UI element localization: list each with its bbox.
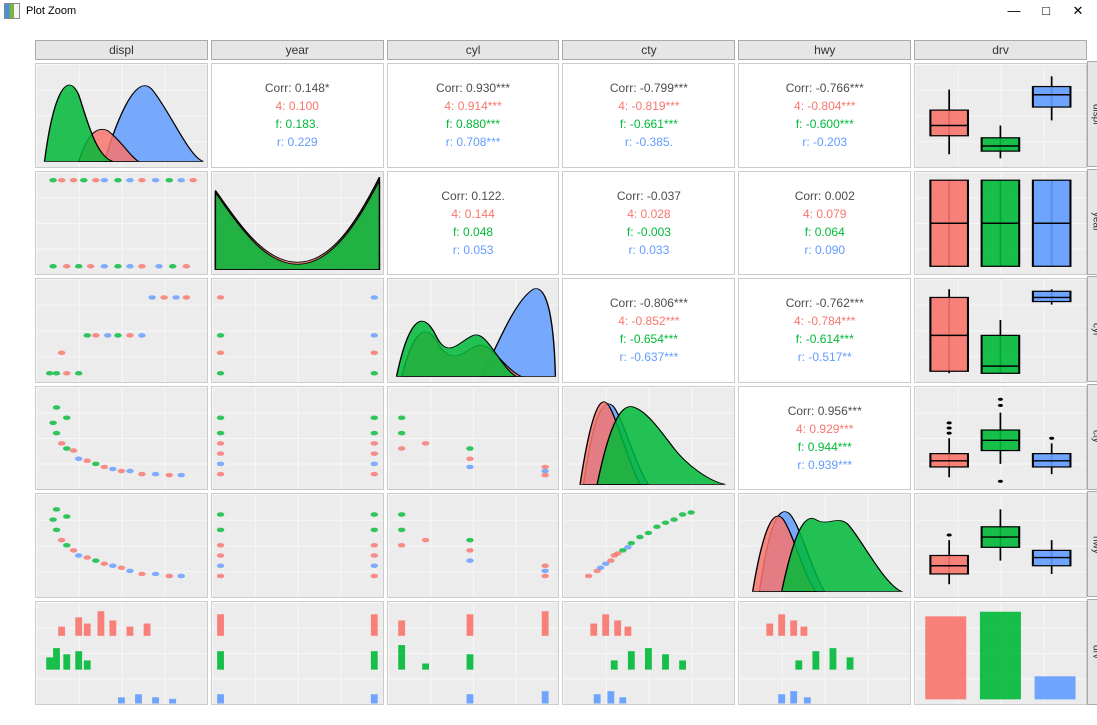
panel-hwy-cty	[562, 493, 735, 598]
col-header-cyl: cyl	[387, 40, 560, 60]
panel-cty-displ: 353025201510	[35, 386, 208, 491]
row-header-displ: displ	[1087, 61, 1097, 167]
panel-year-displ: 2008200420022000	[35, 171, 208, 276]
panel-displ-drv	[914, 63, 1087, 168]
panel-hwy-hwy	[738, 493, 911, 598]
row-header-drv: drv	[1087, 599, 1097, 705]
panel-drv-cyl: 45678	[387, 601, 560, 706]
panel-hwy-cyl	[387, 493, 560, 598]
col-header-displ: displ	[35, 40, 208, 60]
ggpairs-plot: displyearcylctyhwydrv0.60.40.20.0Corr: 0…	[35, 40, 1087, 705]
window-titlebar: Plot Zoom ― □ ✕	[0, 0, 1097, 22]
panel-displ-cty: Corr: -0.799***4: -0.819***f: -0.661***r…	[562, 63, 735, 168]
panel-cyl-year	[211, 278, 384, 383]
col-header-hwy: hwy	[738, 40, 911, 60]
row-header-year: year	[1087, 169, 1097, 275]
row-header-hwy: hwy	[1087, 491, 1097, 597]
panel-cty-cty	[562, 386, 735, 491]
col-header-cty: cty	[562, 40, 735, 60]
panel-drv-displ: 2010010200246	[35, 601, 208, 706]
panel-cty-year	[211, 386, 384, 491]
panel-year-cty: Corr: -0.0374: 0.028f: -0.003r: 0.033	[562, 171, 735, 276]
panel-drv-hwy: 10203040	[738, 601, 911, 706]
col-header-year: year	[211, 40, 384, 60]
panel-displ-displ: 0.60.40.20.0	[35, 63, 208, 168]
panel-drv-drv: 4fr	[914, 601, 1087, 706]
panel-year-hwy: Corr: 0.0024: 0.079f: 0.064r: 0.090	[738, 171, 911, 276]
panel-year-drv	[914, 171, 1087, 276]
panel-displ-hwy: Corr: -0.766***4: -0.804***f: -0.600***r…	[738, 63, 911, 168]
panel-drv-year: 20002002200420062008	[211, 601, 384, 706]
row-header-cty: cty	[1087, 384, 1097, 490]
panel-cyl-cyl	[387, 278, 560, 383]
panel-cyl-displ: 87654	[35, 278, 208, 383]
panel-cyl-drv	[914, 278, 1087, 383]
close-button[interactable]: ✕	[1071, 3, 1085, 19]
panel-cyl-hwy: Corr: -0.762***4: -0.784***f: -0.614***r…	[738, 278, 911, 383]
panel-cty-drv	[914, 386, 1087, 491]
panel-displ-year: Corr: 0.148*4: 0.100f: 0.183.r: 0.229	[211, 63, 384, 168]
panel-cty-hwy: Corr: 0.956***4: 0.929***f: 0.944***r: 0…	[738, 386, 911, 491]
panel-drv-cty: 101520253035	[562, 601, 735, 706]
panel-cyl-cty: Corr: -0.806***4: -0.852***f: -0.654***r…	[562, 278, 735, 383]
app-icon	[4, 3, 20, 19]
maximize-button[interactable]: □	[1039, 3, 1053, 19]
row-header-cyl: cyl	[1087, 276, 1097, 382]
panel-displ-cyl: Corr: 0.930***4: 0.914***f: 0.880***r: 0…	[387, 63, 560, 168]
panel-hwy-drv	[914, 493, 1087, 598]
window-title: Plot Zoom	[26, 5, 76, 17]
minimize-button[interactable]: ―	[1007, 3, 1021, 19]
col-header-drv: drv	[914, 40, 1087, 60]
panel-cty-cyl	[387, 386, 560, 491]
panel-hwy-year	[211, 493, 384, 598]
panel-hwy-displ: 403020	[35, 493, 208, 598]
panel-year-cyl: Corr: 0.122.4: 0.144f: 0.048r: 0.053	[387, 171, 560, 276]
panel-year-year	[211, 171, 384, 276]
